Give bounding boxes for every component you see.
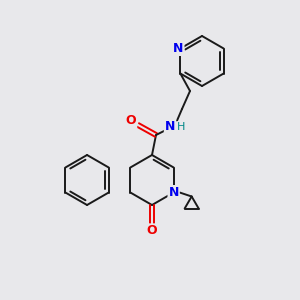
- Text: N: N: [169, 186, 179, 199]
- Text: O: O: [126, 115, 136, 128]
- Text: H: H: [177, 122, 185, 132]
- Text: N: N: [173, 42, 184, 55]
- Text: N: N: [165, 119, 175, 133]
- Text: O: O: [147, 224, 157, 238]
